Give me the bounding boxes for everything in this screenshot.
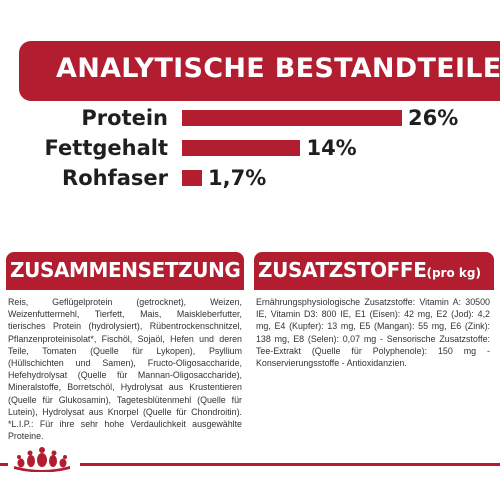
- analysis-row-protein: Protein 26%: [0, 103, 500, 133]
- analysis-label: Fettgehalt: [44, 136, 168, 160]
- additives-header: ZUSATZSTOFFE(pro kg): [254, 252, 494, 290]
- analysis-bar: [182, 140, 301, 156]
- analysis-banner: [19, 41, 500, 101]
- analysis-label: Protein: [81, 106, 168, 130]
- analysis-value: 26%: [408, 106, 459, 130]
- analysis-value: 1,7%: [208, 166, 267, 190]
- composition-title: ZUSAMMENSETZUNG: [10, 258, 241, 282]
- analysis-row-rohfaser: Rohfaser 1,7%: [0, 163, 500, 193]
- analysis-bar: [182, 110, 402, 126]
- analysis-row-fettgehalt: Fettgehalt 14%: [0, 133, 500, 163]
- footer-divider: [0, 463, 8, 466]
- composition-text: Reis, Geflügelprotein (getrocknet), Weiz…: [8, 297, 242, 442]
- footer-divider: [80, 463, 500, 466]
- analysis-value: 14%: [306, 136, 357, 160]
- royal-canin-crown-icon: [14, 447, 70, 472]
- additives-text: Ernährungsphysiologische Zusatzstoffe: V…: [256, 297, 490, 369]
- analysis-title: ANALYTISCHE BESTANDTEILE: [56, 53, 500, 84]
- additives-title: ZUSATZSTOFFE: [258, 258, 427, 282]
- additives-title-suffix: (pro kg): [426, 266, 481, 280]
- analysis-bar: [182, 170, 202, 186]
- additives-title-wrap: ZUSATZSTOFFE(pro kg): [258, 258, 481, 282]
- analysis-label: Rohfaser: [62, 166, 168, 190]
- composition-header: ZUSAMMENSETZUNG: [6, 252, 244, 290]
